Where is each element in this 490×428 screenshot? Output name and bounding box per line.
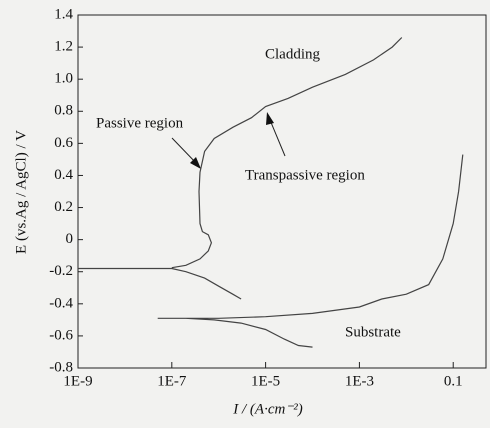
series-label: Cladding: [265, 46, 320, 62]
curve: [78, 37, 403, 300]
arrow-head: [190, 157, 201, 169]
y-tick-label: -0.6: [49, 327, 73, 343]
x-tick-label: 1E-9: [63, 373, 92, 389]
y-tick-label: 0.6: [54, 135, 73, 151]
series-label: Substrate: [345, 324, 401, 340]
curve: [157, 154, 464, 348]
y-tick-label: 1.0: [54, 71, 73, 87]
y-tick-label: 1.4: [54, 6, 73, 22]
y-axis-label: E (vs.Ag / AgCl) / V: [13, 130, 29, 254]
y-tick-label: 0.4: [54, 167, 73, 183]
arrow-head: [266, 112, 274, 125]
x-tick-label: 1E-5: [251, 373, 280, 389]
y-tick-label: 0.8: [54, 103, 73, 119]
y-tick-label: -0.4: [49, 295, 73, 311]
y-tick-label: -0.2: [49, 263, 73, 279]
y-tick-label: 0.2: [54, 199, 73, 215]
x-tick-label: 0.1: [444, 373, 463, 389]
annotation: Transpassive region: [245, 167, 365, 183]
plot-frame: [77, 14, 487, 369]
y-tick-label: 1.2: [54, 39, 73, 55]
x-axis-label: I / (A·cm⁻²): [232, 401, 302, 417]
annotation: Passive region: [96, 115, 184, 131]
x-tick-label: 1E-3: [345, 373, 374, 389]
y-tick-label: -0.8: [49, 359, 73, 375]
x-tick-label: 1E-7: [157, 373, 187, 389]
y-tick-label: 0: [66, 231, 74, 247]
arrow: [269, 119, 286, 157]
